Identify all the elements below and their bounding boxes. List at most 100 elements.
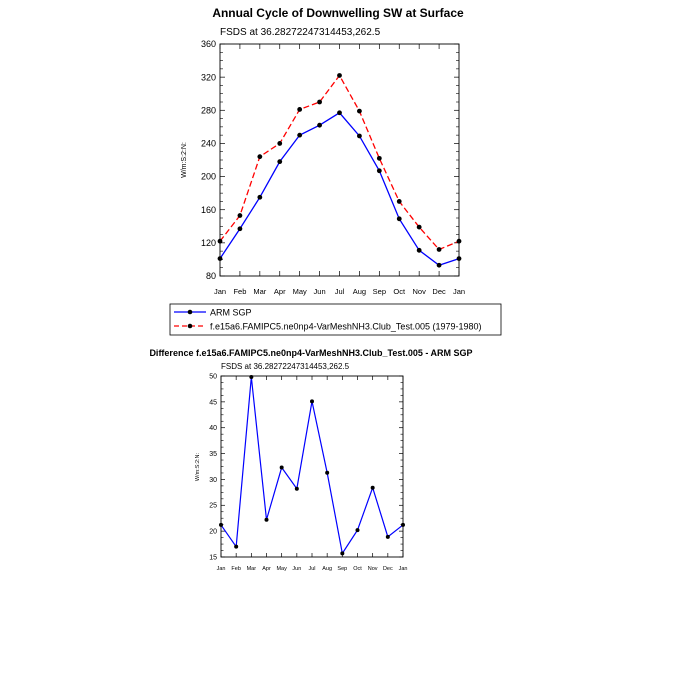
chart1-point-1-12 [456, 238, 462, 244]
chart1-point-1-3 [277, 141, 283, 146]
legend-marker-arm [187, 309, 193, 315]
chart2-series-line-0 [220, 376, 404, 555]
chart1-point-0-9 [396, 216, 402, 222]
chart2-ytick-label: 20 [209, 529, 217, 536]
chart1-point-1-8 [376, 155, 382, 161]
legend-box [169, 303, 502, 336]
legend-label-arm: ARM SGP [210, 308, 252, 318]
chart1-series-line-1 [219, 74, 460, 251]
chart2-xtick-label: May [276, 566, 287, 572]
chart1-xtick-label: Feb [233, 287, 246, 296]
chart1-xtick-label: Apr [274, 287, 286, 296]
chart2-point-0-5 [294, 486, 299, 491]
chart1-xtick-label: Sep [373, 287, 386, 296]
chart2-xtick-label: Jan [217, 566, 226, 572]
chart2-title: Difference f.e15a6.FAMIPC5.ne0np4-VarMes… [149, 348, 472, 358]
chart1-xtick-label: Jan [453, 287, 465, 296]
chart2-series [219, 375, 405, 556]
chart1-ytick-label: 200 [201, 172, 216, 182]
chart2-ytick-label: 30 [209, 477, 217, 484]
chart2-xtick-label: Jul [308, 566, 315, 572]
chart2-point-0-2 [249, 375, 254, 380]
chart1-xtick-label: Jul [335, 287, 345, 296]
chart2-xtick-label: Jun [292, 566, 301, 572]
chart2-point-0-7 [325, 470, 330, 475]
chart1-title: Annual Cycle of Downwelling SW at Surfac… [212, 6, 464, 20]
chart1-ytick-label: 240 [201, 139, 216, 149]
chart2-xtick-label: Feb [231, 566, 240, 572]
legend-label-model: f.e15a6.FAMIPC5.ne0np4-VarMeshNH3.Club_T… [210, 322, 482, 332]
chart1-point-0-3 [277, 159, 283, 165]
chart1-point-1-0 [217, 238, 223, 244]
chart2-point-0-8 [340, 551, 345, 556]
chart2-axes [220, 375, 404, 558]
chart1-point-1-6 [337, 73, 342, 78]
chart1-xtick-label: Nov [412, 287, 426, 296]
chart1-point-0-2 [257, 194, 263, 200]
chart1-xtick-label: May [293, 287, 307, 296]
chart2-point-0-6 [310, 399, 314, 404]
chart1-point-1-11 [436, 247, 442, 252]
chart1-tick-labels: 80 120 160 200 240 280 320 360 Jan Feb Mar Apr May Ju… [201, 39, 465, 296]
chart2-ytick-label: 50 [209, 373, 217, 380]
chart1-xtick-label: Dec [432, 287, 446, 296]
chart2-xtick-label: Sep [337, 566, 347, 572]
chart2-point-0-3 [264, 517, 269, 522]
chart1-ytick-label: 280 [201, 105, 216, 115]
chart1-point-1-10 [416, 224, 422, 230]
chart2-ytick-label: 25 [209, 503, 217, 510]
chart1-point-0-10 [416, 247, 422, 253]
chart2-xtick-label: Aug [322, 566, 332, 572]
chart2-point-0-0 [219, 522, 223, 527]
chart1-xtick-label: Aug [353, 287, 366, 296]
chart1-point-0-0 [217, 256, 223, 261]
chart1-point-0-5 [317, 122, 322, 128]
chart2-point-0-11 [385, 534, 390, 539]
chart1-point-0-4 [297, 132, 303, 138]
chart1-ytick-label: 320 [201, 72, 216, 82]
legend-marker-model [187, 323, 193, 329]
chart1-xtick-label: Oct [393, 287, 406, 296]
chart1-point-0-1 [237, 226, 243, 232]
chart2-point-0-12 [401, 522, 405, 527]
chart1-point-1-1 [237, 213, 243, 218]
chart2-ytick-label: 35 [209, 451, 217, 458]
chart2-point-0-10 [370, 485, 375, 490]
chart1-xtick-label: Mar [253, 287, 266, 296]
chart2-xtick-label: Oct [353, 566, 362, 572]
chart1-series-line-0 [219, 111, 460, 266]
chart2-tick-labels: 15 20 25 30 35 40 45 50 Jan Feb Mar Apr May Jun Jul Aug… [209, 373, 407, 572]
chart1-series [217, 73, 462, 268]
chart1-point-0-11 [436, 262, 442, 268]
chart2-xtick-label: Dec [383, 566, 393, 572]
chart1-point-1-2 [257, 154, 263, 160]
chart1-ylabel: W/m:S:2:N: [181, 142, 188, 178]
chart2-xtick-label: Apr [262, 566, 271, 572]
chart1-ytick-label: 80 [206, 271, 216, 281]
chart1-point-1-5 [317, 99, 322, 105]
chart2-ytick-label: 45 [209, 399, 217, 406]
chart1-ytick-label: 160 [201, 205, 216, 215]
chart1-point-0-8 [376, 168, 382, 174]
chart2-point-0-1 [234, 544, 239, 549]
chart1-point-1-4 [297, 107, 303, 112]
chart1-point-0-7 [357, 133, 362, 139]
chart2-xtick-label: Nov [368, 566, 378, 572]
chart2-ylabel: W/m:S:2:N: [195, 452, 201, 481]
chart1-frame [219, 43, 460, 277]
chart2-point-0-4 [279, 465, 284, 470]
chart2-point-0-9 [355, 528, 360, 533]
chart1-point-0-12 [456, 256, 462, 261]
chart2-subtitle: FSDS at 36.28272247314453,262.5 [221, 362, 350, 371]
chart1-point-0-6 [337, 110, 342, 116]
chart1-ytick-label: 360 [201, 39, 216, 49]
chart1-ytick-label: 120 [201, 238, 216, 248]
chart1-xtick-label: Jan [214, 287, 226, 296]
chart2-xtick-label: Jan [399, 566, 408, 572]
chart2-ytick-label: 40 [209, 425, 217, 432]
chart1-axes [219, 43, 460, 277]
chart2-ytick-label: 15 [209, 554, 217, 561]
chart1-subtitle: FSDS at 36.28272247314453,262.5 [220, 27, 381, 38]
chart1-xtick-label: Jun [314, 287, 326, 296]
